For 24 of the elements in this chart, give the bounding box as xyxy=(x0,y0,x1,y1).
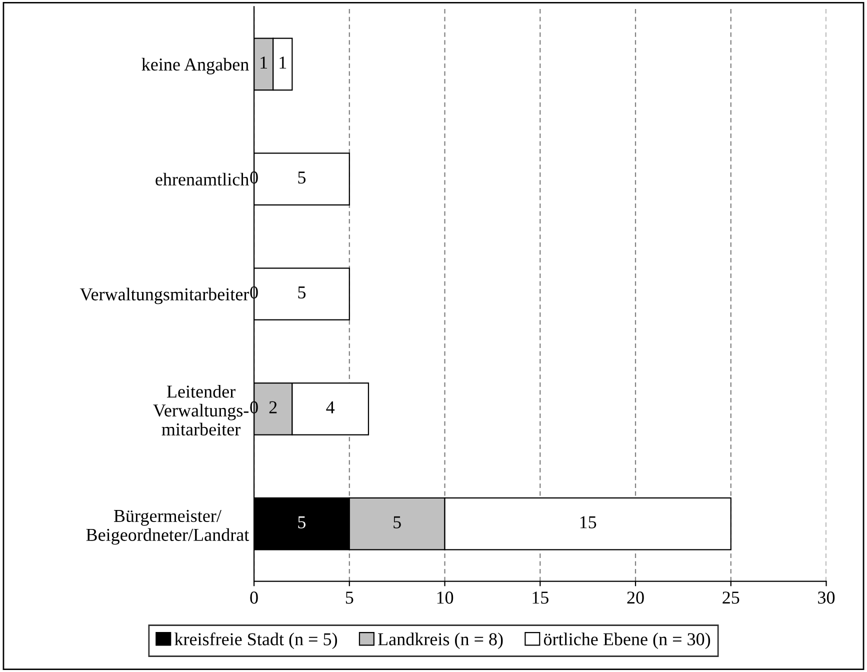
y-tick-label: ehrenamtlich xyxy=(156,172,249,186)
data-label: 2 xyxy=(269,401,277,414)
data-label: 1 xyxy=(260,56,267,69)
data-label: 5 xyxy=(394,516,401,528)
y-tick-label: Bürgermeister/ Beigeordneter/Landrat xyxy=(86,510,250,545)
x-tick-label: 0 xyxy=(250,592,258,604)
data-label: 5 xyxy=(298,516,306,528)
legend-label: Landkreis (n = 8) xyxy=(378,632,503,650)
x-tick-label: 5 xyxy=(346,592,354,604)
x-tick-label: 20 xyxy=(627,592,644,604)
x-tick-label: 25 xyxy=(722,592,740,604)
legend-label: örtliche Ebene (n = 30) xyxy=(544,632,710,650)
x-tick-label: 30 xyxy=(818,592,835,604)
data-label: 4 xyxy=(326,401,335,414)
data-label: 1 xyxy=(280,56,286,69)
data-label: 5 xyxy=(298,286,306,299)
y-tick-label: keine Angaben xyxy=(142,58,249,74)
data-label: 5 xyxy=(298,172,306,184)
data-label: 15 xyxy=(580,516,596,528)
x-tick-label: 15 xyxy=(532,592,548,604)
x-tick-label: 10 xyxy=(437,592,454,604)
y-tick-label: Leitender Verwaltungs- mitarbeiter xyxy=(153,384,249,436)
legend-label: kreisfreie Stadt (n = 5) xyxy=(174,632,338,650)
y-tick-label: Verwaltungsmitarbeiter xyxy=(80,288,250,304)
